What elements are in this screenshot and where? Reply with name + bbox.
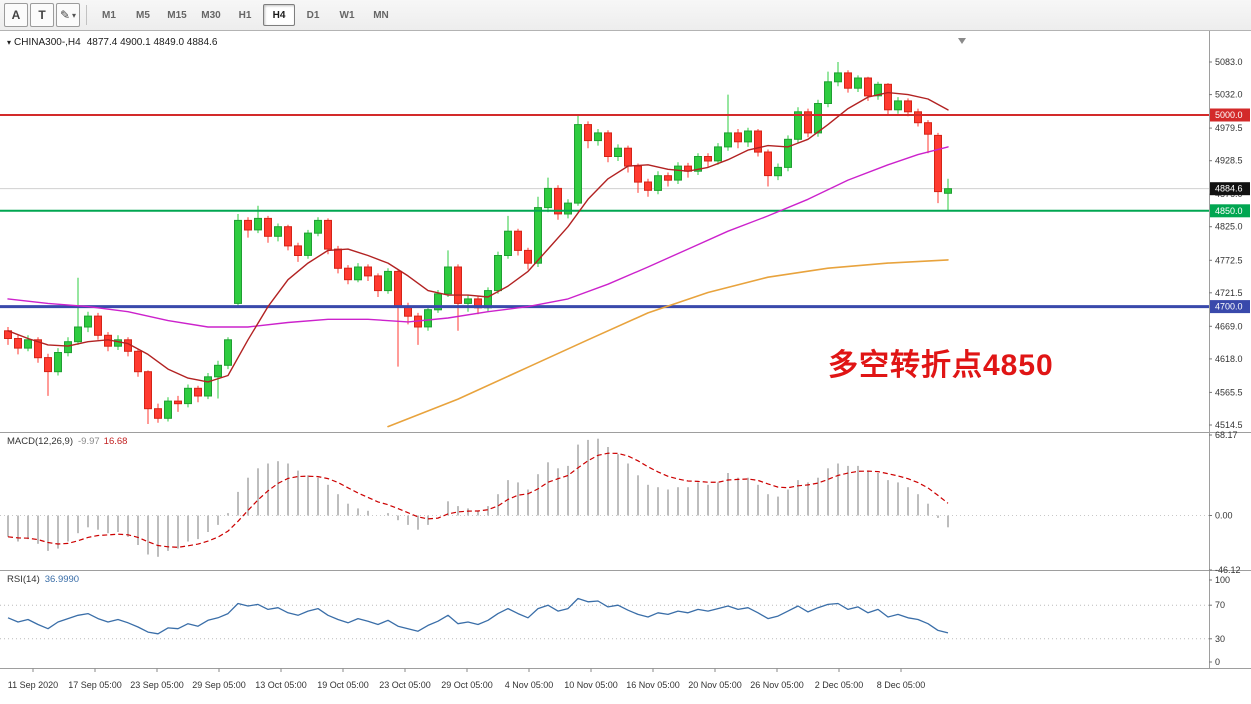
svg-text:4850.0: 4850.0 [1215,206,1243,216]
timeframe-button-m30[interactable]: M30 [201,9,221,21]
timeframe-button-mn[interactable]: MN [373,9,389,21]
svg-text:13 Oct 05:00: 13 Oct 05:00 [255,680,307,690]
svg-text:4514.5: 4514.5 [1215,420,1243,430]
chevron-down-icon: ▾ [72,10,77,20]
symbol-timeframe-label: CHINA300-,H4 [14,37,81,48]
macd-panel [0,438,1209,557]
svg-text:4 Nov 05:00: 4 Nov 05:00 [505,680,554,690]
timeframe-button-h4[interactable]: H4 [263,4,295,26]
svg-text:17 Sep 05:00: 17 Sep 05:00 [68,680,122,690]
price-marker-box [1210,204,1250,218]
svg-text:23 Sep 05:00: 23 Sep 05:00 [130,680,184,690]
macd-main-value: -9.97 [78,436,100,447]
svg-text:4618.0: 4618.0 [1215,354,1243,364]
svg-text:20 Nov 05:00: 20 Nov 05:00 [688,680,742,690]
rsi-line [7,597,949,635]
collapse-arrow-icon[interactable]: ▾ [7,38,12,47]
ma-orange-line [387,259,949,428]
svg-text:4565.5: 4565.5 [1215,387,1243,397]
svg-text:4825.0: 4825.0 [1215,222,1243,232]
rsi-value: 36.9990 [44,574,80,585]
svg-text:5083.0: 5083.0 [1215,57,1243,67]
svg-text:23 Oct 05:00: 23 Oct 05:00 [379,680,431,690]
text-tool[interactable]: T [30,3,54,27]
svg-text:4979.5: 4979.5 [1215,123,1243,133]
svg-text:0: 0 [1215,657,1220,667]
svg-text:11 Sep 2020: 11 Sep 2020 [8,680,58,690]
svg-text:4884.6: 4884.6 [1215,184,1243,194]
drawing-tools-dropdown[interactable]: ✎ ▾ [56,3,80,27]
svg-text:8 Dec 05:00: 8 Dec 05:00 [877,680,926,690]
timeframe-button-h1[interactable]: H1 [238,9,252,21]
macd-name: MACD(12,26,9) [7,436,73,447]
svg-text:0.00: 0.00 [1215,511,1233,521]
ma-magenta-line [7,146,949,328]
price-marker-box [1210,182,1250,196]
price-annotation-text[interactable]: 多空转折点4850 [828,349,1054,382]
price-axis[interactable]: 5083.05032.04979.54928.54876.04825.04772… [1209,57,1250,430]
macd-signal-line [7,452,949,548]
chart-shift-marker-icon[interactable] [958,38,966,44]
macd-signal-value: 16.68 [103,436,128,447]
rsi-name: RSI(14) [7,574,40,585]
ma-red-line [7,91,949,383]
svg-text:68.17: 68.17 [1215,430,1238,440]
svg-text:4669.0: 4669.0 [1215,321,1243,331]
chart-symbol-title: ▾ CHINA300-,H4 4877.4 4900.1 4849.0 4884.6 [7,37,217,48]
tool-group: A T ✎ ▾ [4,3,80,27]
horizontal-lines[interactable] [0,114,1209,309]
svg-text:-46.12: -46.12 [1215,565,1241,575]
svg-text:4772.5: 4772.5 [1215,255,1243,265]
timeframe-group: M1 M5 M15 M30 H1 H4 D1 W1 MN [93,4,397,26]
ohlc-values: 4877.4 4900.1 4849.0 4884.6 [86,37,218,48]
timeframe-button-d1[interactable]: D1 [306,9,320,21]
timeframe-button-m5[interactable]: M5 [136,9,150,21]
panel-separators [0,30,1251,669]
svg-text:4721.5: 4721.5 [1215,288,1243,298]
arrow-tool[interactable]: A [4,3,28,27]
toolbar-separator [86,5,87,25]
time-axis[interactable]: 11 Sep 2020 17 Sep 05:00 23 Sep 05:00 29 Se… [8,668,926,691]
rsi-panel [0,597,1209,640]
svg-text:5000.0: 5000.0 [1215,110,1243,120]
macd-indicator-label: MACD(12,26,9) -9.97 16.68 [7,436,127,447]
price-marker-box [1210,300,1250,314]
svg-text:19 Oct 05:00: 19 Oct 05:00 [317,680,369,690]
svg-text:100: 100 [1215,575,1230,585]
svg-text:2 Dec 05:00: 2 Dec 05:00 [815,680,864,690]
svg-text:4928.5: 4928.5 [1215,156,1243,166]
svg-text:16 Nov 05:00: 16 Nov 05:00 [626,680,680,690]
svg-text:4700.0: 4700.0 [1215,302,1243,312]
svg-text:29 Sep 05:00: 29 Sep 05:00 [192,680,246,690]
toolbar: A T ✎ ▾ M1 M5 M15 M30 H1 H4 D1 W1 MN [0,0,1251,31]
timeframe-button-w1[interactable]: W1 [339,9,355,21]
svg-text:26 Nov 05:00: 26 Nov 05:00 [750,680,804,690]
rsi-indicator-label: RSI(14) 36.9990 [7,574,79,585]
price-marker-box [1210,108,1250,122]
svg-text:29 Oct 05:00: 29 Oct 05:00 [441,680,493,690]
svg-text:70: 70 [1215,600,1225,610]
svg-text:5032.0: 5032.0 [1215,90,1243,100]
svg-text:10 Nov 05:00: 10 Nov 05:00 [564,680,618,690]
timeframe-button-m15[interactable]: M15 [167,9,187,21]
candles-layer [4,62,952,424]
timeframe-button-m1[interactable]: M1 [102,9,116,21]
svg-text:30: 30 [1215,634,1225,644]
